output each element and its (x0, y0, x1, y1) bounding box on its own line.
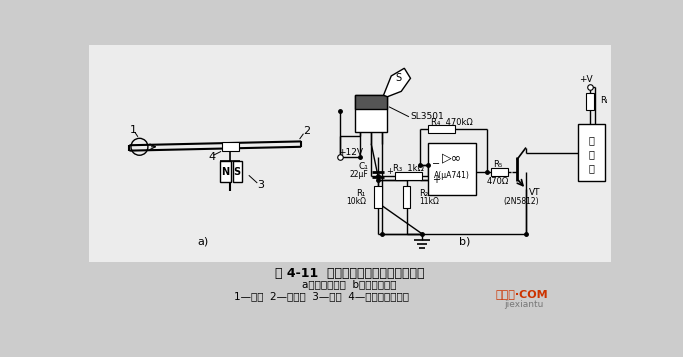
Bar (428, 125, 455, 133)
Text: +12V: +12V (338, 148, 363, 157)
Text: SL3501: SL3501 (410, 112, 444, 121)
Text: S: S (395, 73, 401, 83)
Text: (2N5812): (2N5812) (503, 197, 539, 206)
Text: VT: VT (529, 188, 540, 197)
Bar (586, 93, 594, 110)
Text: N: N (221, 167, 229, 177)
Text: −: − (432, 160, 440, 170)
Bar (579, 124, 605, 181)
Bar (355, 95, 387, 132)
Bar (233, 161, 242, 182)
Text: 4: 4 (208, 152, 215, 162)
Text: +: + (386, 167, 393, 176)
Bar (403, 186, 410, 208)
Text: 图 4-11  霍尔计数装置示意图和电路图: 图 4-11 霍尔计数装置示意图和电路图 (275, 267, 424, 280)
Bar (221, 161, 231, 182)
Text: a): a) (197, 236, 208, 246)
Text: jiexiantu: jiexiantu (504, 300, 544, 309)
Text: 2: 2 (303, 126, 310, 136)
Text: 数: 数 (589, 150, 594, 160)
Text: R₃  1kΩ: R₃ 1kΩ (393, 164, 423, 173)
Text: +: + (432, 175, 440, 185)
Polygon shape (384, 68, 410, 97)
Text: 11kΩ: 11kΩ (419, 197, 438, 206)
Bar (355, 95, 387, 109)
Text: R₂: R₂ (419, 189, 428, 198)
Text: b): b) (459, 236, 470, 246)
Text: ▷∞: ▷∞ (442, 152, 462, 165)
Text: R₅: R₅ (493, 160, 502, 169)
Bar (491, 169, 508, 176)
Text: 22μF: 22μF (350, 170, 368, 179)
Text: a）结构示意图  b）电路原理图: a）结构示意图 b）电路原理图 (303, 280, 397, 290)
Text: 1—钢球  2—绝缘板  3—磁铁  4—霍尔开关传感器: 1—钢球 2—绝缘板 3—磁铁 4—霍尔开关传感器 (234, 291, 409, 301)
Text: 器: 器 (589, 164, 594, 174)
Text: Rₗ: Rₗ (600, 96, 607, 105)
Bar (222, 142, 239, 151)
Text: 计: 计 (589, 136, 594, 146)
Text: 接线图·COM: 接线图·COM (496, 289, 548, 299)
Text: C₁: C₁ (359, 161, 368, 171)
Text: 470Ω: 470Ω (486, 177, 509, 186)
Bar (428, 143, 476, 195)
Text: R₄  470kΩ: R₄ 470kΩ (431, 118, 473, 127)
Text: S: S (234, 167, 241, 177)
Bar (87, 262, 613, 318)
Bar (374, 186, 382, 208)
Text: R₁: R₁ (357, 189, 366, 198)
Bar (89, 45, 611, 288)
Text: +V: +V (579, 75, 593, 84)
Text: 1: 1 (130, 125, 137, 135)
Text: A(μA741): A(μA741) (434, 171, 470, 180)
Text: 10kΩ: 10kΩ (346, 197, 366, 206)
Bar (395, 172, 422, 180)
Text: 3: 3 (257, 180, 264, 190)
